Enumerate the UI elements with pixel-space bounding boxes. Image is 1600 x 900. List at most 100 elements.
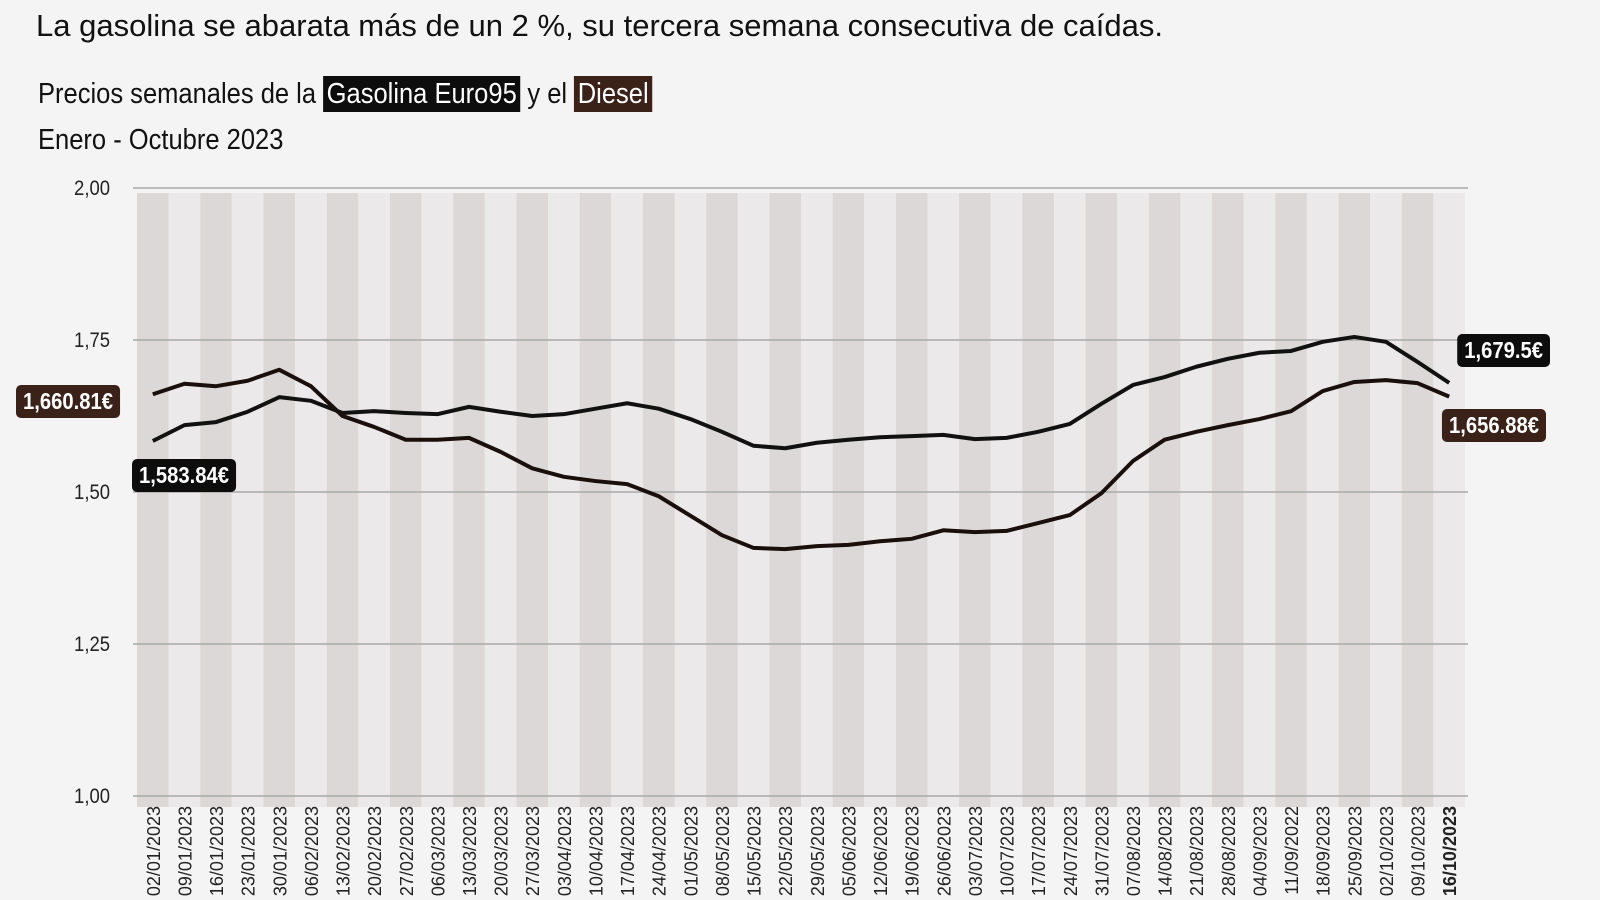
period: Enero - Octubre 2023: [38, 124, 284, 156]
subtitle-text: y el: [527, 78, 568, 110]
column-band: [611, 193, 643, 807]
x-tick-label: 20/03/2023: [492, 806, 512, 896]
x-tick-label: 27/03/2023: [523, 806, 543, 896]
x-tick-label: 06/02/2023: [302, 806, 322, 896]
column-band: [1212, 193, 1244, 807]
column-band: [769, 193, 801, 807]
column-band: [1022, 193, 1054, 807]
x-tick-label: 08/05/2023: [713, 806, 733, 896]
subtitle: Precios semanales de la Gasolina Euro95 …: [38, 76, 653, 112]
x-tick-label: 26/06/2023: [934, 806, 954, 896]
column-band: [737, 193, 770, 807]
x-tick-label: 19/06/2023: [903, 806, 923, 896]
value-label-text: 1,660.81€: [23, 388, 113, 415]
y-tick-label: 1,25: [74, 633, 110, 656]
y-tick-label: 1,75: [74, 329, 110, 352]
column-band: [579, 193, 612, 807]
column-band: [1180, 193, 1213, 807]
x-tick-label: 07/08/2023: [1124, 806, 1144, 896]
value-label: 1,679.5€: [1457, 334, 1550, 367]
column-band: [516, 193, 549, 807]
column-band: [1433, 193, 1465, 807]
value-label: 1,583.84€: [132, 459, 237, 492]
y-tick-label: 2,00: [74, 177, 110, 200]
x-tick-label: 17/04/2023: [618, 806, 638, 896]
x-tick-label: 24/04/2023: [650, 806, 670, 896]
x-tick-label: 06/03/2023: [428, 806, 448, 896]
x-tick-label: 28/08/2023: [1219, 806, 1239, 896]
x-tick-label: 05/06/2023: [839, 806, 859, 896]
x-tick-label: 03/04/2023: [555, 806, 575, 896]
value-label-text: 1,679.5€: [1464, 337, 1543, 364]
column-band: [231, 193, 264, 807]
x-tick-label: 15/05/2023: [745, 806, 765, 896]
x-tick-label: 10/07/2023: [998, 806, 1018, 896]
column-band: [548, 193, 580, 807]
x-tick-label: 12/06/2023: [871, 806, 891, 896]
value-label-box: [1441, 409, 1546, 442]
subtitle-text: Precios semanales de la: [38, 78, 317, 110]
legend-entry: Diesel: [574, 76, 653, 112]
column-band: [1401, 193, 1434, 807]
x-tick-label: 16/10/2023: [1440, 806, 1460, 896]
column-band: [1275, 193, 1307, 807]
x-tick-label: 22/05/2023: [776, 806, 796, 896]
column-band: [1148, 193, 1181, 807]
x-tick-label: 17/07/2023: [1029, 806, 1049, 896]
column-band: [358, 193, 390, 807]
x-tick-label: 02/01/2023: [144, 806, 164, 896]
x-tick-label: 01/05/2023: [681, 806, 701, 896]
value-label-box: [1457, 334, 1550, 367]
column-band: [927, 193, 960, 807]
column-band: [137, 193, 169, 807]
x-tick-label: 30/01/2023: [270, 806, 290, 896]
value-label-text: 1,583.84€: [139, 462, 229, 489]
column-band: [484, 193, 517, 807]
column-band: [200, 193, 232, 807]
x-tick-label: 24/07/2023: [1061, 806, 1081, 896]
x-tick-label: 13/02/2023: [334, 806, 354, 896]
column-band: [990, 193, 1023, 807]
x-tick-label: 18/09/2023: [1314, 806, 1334, 896]
column-band: [832, 193, 865, 807]
title: La gasolina se abarata más de un 2 %, su…: [36, 8, 1164, 43]
column-band: [706, 193, 738, 807]
x-tick-label: 02/10/2023: [1377, 806, 1397, 896]
x-tick-label: 11/09/2022: [1282, 806, 1302, 895]
column-band: [801, 193, 833, 807]
y-tick-label: 1,00: [74, 785, 110, 808]
column-band: [642, 193, 675, 807]
column-band: [1370, 193, 1402, 807]
x-tick-label: 25/09/2023: [1345, 806, 1365, 896]
x-tick-label: 10/04/2023: [586, 806, 606, 896]
column-band: [1117, 193, 1149, 807]
value-label-text: 1,656.88€: [1449, 412, 1539, 439]
x-tick-label: 27/02/2023: [397, 806, 417, 896]
x-tick-label: 04/09/2023: [1250, 806, 1270, 896]
column-band: [389, 193, 422, 807]
column-band: [895, 193, 928, 807]
x-tick-label: 03/07/2023: [966, 806, 986, 896]
x-tick-label: 14/08/2023: [1156, 806, 1176, 896]
column-band: [263, 193, 296, 807]
x-tick-label: 21/08/2023: [1187, 806, 1207, 896]
value-label: 1,660.81€: [16, 385, 121, 418]
column-band: [959, 193, 991, 807]
value-label-box: [132, 459, 237, 492]
column-band: [674, 193, 707, 807]
legend-entry: Gasolina Euro95: [323, 76, 521, 112]
column-band: [1243, 193, 1276, 807]
x-tick-label: 09/10/2023: [1409, 806, 1429, 896]
column-band: [326, 193, 359, 807]
column-band: [168, 193, 201, 807]
x-tick-label: 20/02/2023: [365, 806, 385, 896]
value-label-box: [16, 385, 121, 418]
line: [152, 367, 1450, 552]
column-band: [1338, 193, 1371, 807]
value-label: 1,656.88€: [1441, 409, 1546, 442]
x-tick-label: 23/01/2023: [239, 806, 259, 896]
x-tick-label: 31/07/2023: [1092, 806, 1112, 896]
column-band: [421, 193, 454, 807]
